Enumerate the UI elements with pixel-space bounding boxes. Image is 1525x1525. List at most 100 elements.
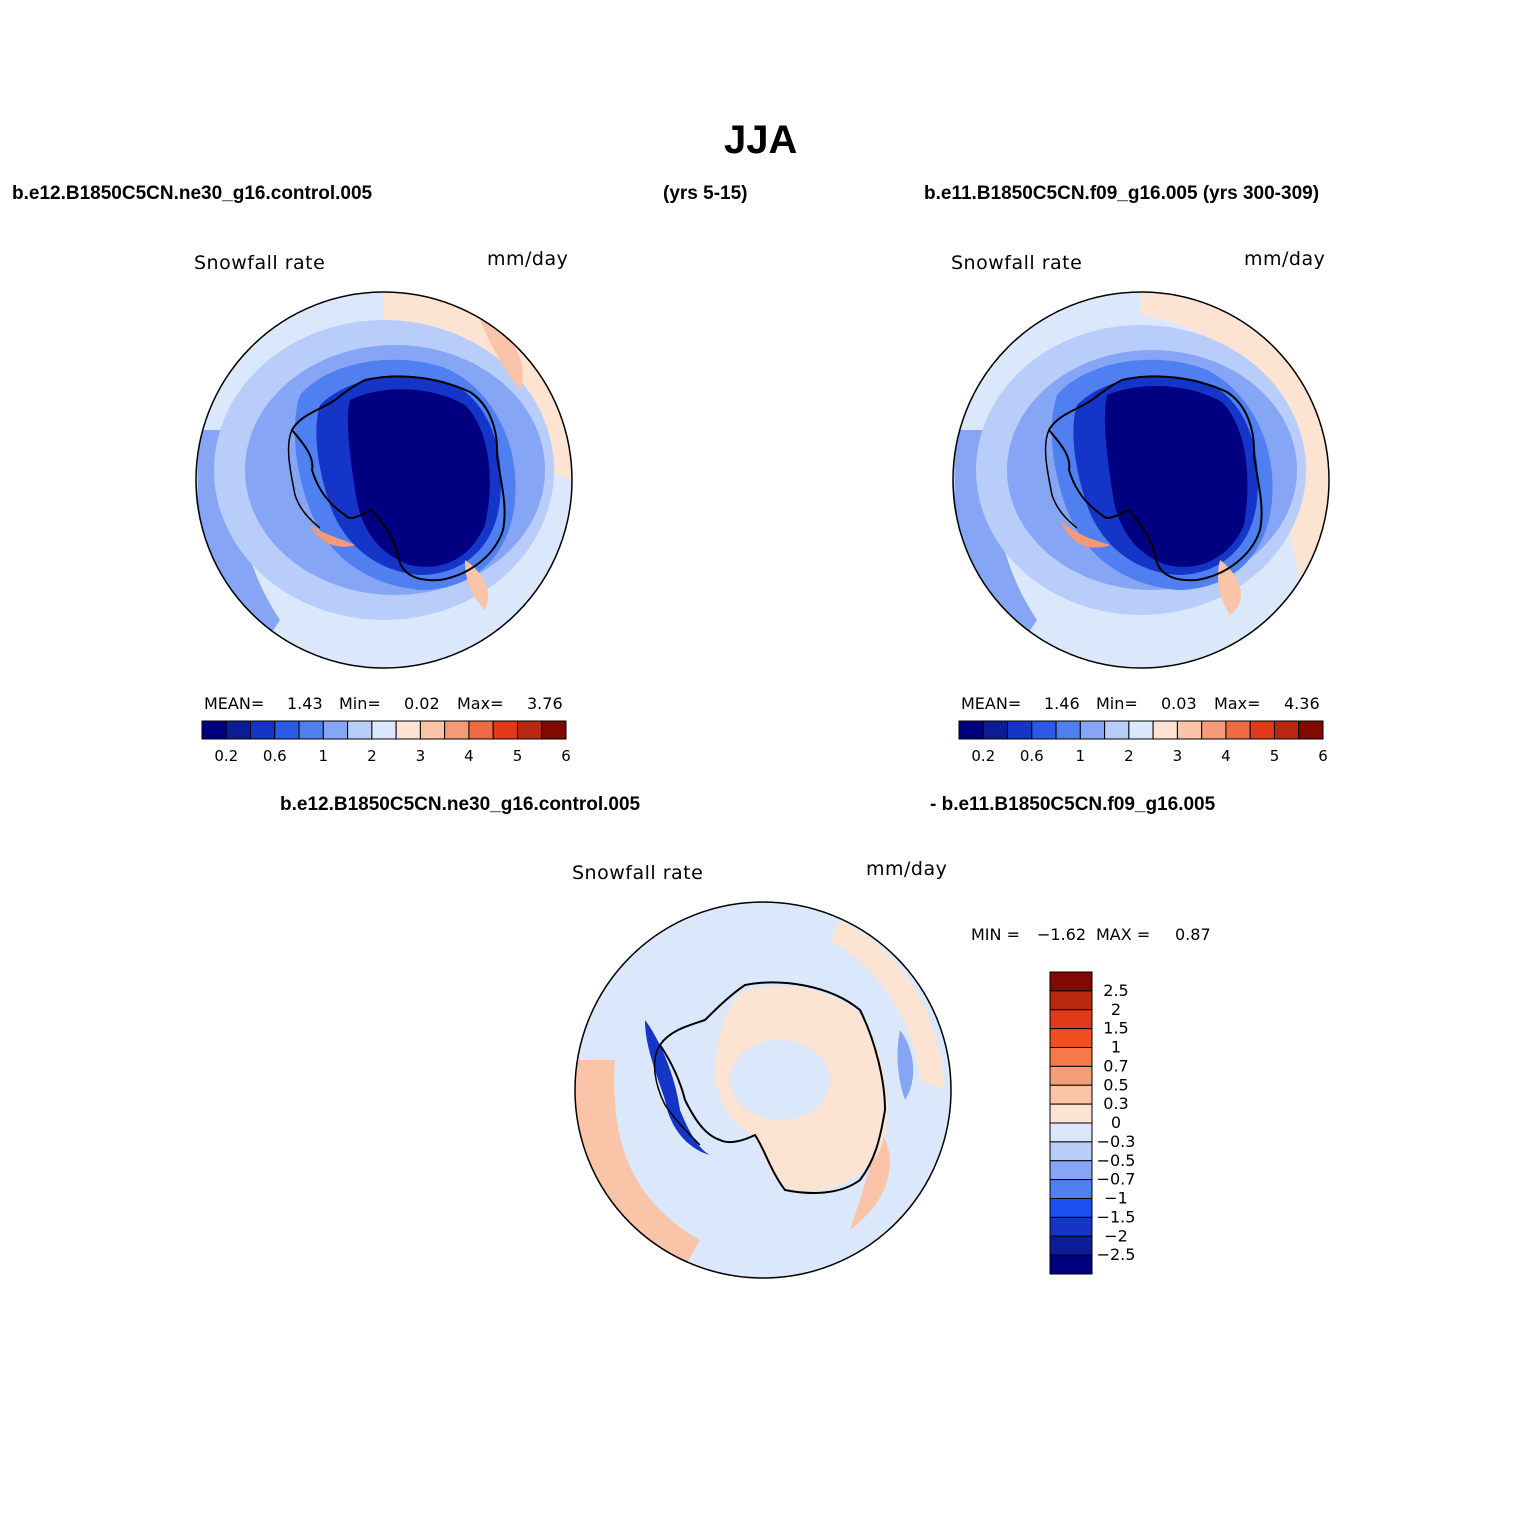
diff-map-border <box>574 901 952 1279</box>
diff-colorbar-tick-label: 1 <box>1111 1038 1121 1057</box>
panel1-min-label: Min= <box>339 694 381 713</box>
diff-colorbar-swatch <box>1049 971 1093 992</box>
diff-colorbar-tick-label: −2 <box>1104 1226 1128 1245</box>
diff-colorbar-tick-label: −0.3 <box>1097 1132 1136 1151</box>
panel2-colorbar-swatch <box>1128 720 1154 740</box>
panel2-min-label: Min= <box>1096 694 1138 713</box>
panel2-colorbar-swatch <box>1273 720 1300 740</box>
panel1-min: 0.02 <box>404 694 440 713</box>
panel1-variable: Snowfall rate <box>194 252 326 274</box>
panel2-mean: 1.46 <box>1044 694 1080 713</box>
panel1-colorbar-swatch <box>322 720 349 740</box>
diff-colorbar: 2.521.510.70.50.30−0.3−0.5−0.7−1−1.5−2−2… <box>1049 971 1136 1275</box>
panel2-map <box>953 292 1329 668</box>
panel1-mean: 1.43 <box>287 694 323 713</box>
panel2-colorbar-swatch <box>958 720 984 740</box>
panel1-map-border <box>195 291 573 669</box>
panel1-colorbar: 0.2 0.6 1 2 3 4 5 6 <box>201 720 571 765</box>
diff-colorbar-tick-label: 1.5 <box>1103 1019 1128 1038</box>
panel1-colorbar-swatch <box>225 720 252 740</box>
diff-variable: Snowfall rate <box>572 862 704 884</box>
diff-map <box>575 902 951 1278</box>
panel2-max-label: Max= <box>1214 694 1261 713</box>
panel2-colorbar-tick-label: 0.6 <box>1020 747 1044 765</box>
diff-max: 0.87 <box>1175 925 1211 944</box>
diff-colorbar-swatch <box>1049 1009 1093 1030</box>
panel1-colorbar-tick-label: 0.2 <box>214 747 238 765</box>
panel2-units: mm/day <box>1244 248 1326 270</box>
panel1-colorbar-swatch <box>492 720 518 740</box>
panel1-colorbar-tick-label: 6 <box>561 747 571 765</box>
panel2-colorbar-swatch <box>1007 720 1033 740</box>
diff-label-left: b.e12.B1850C5CN.ne30_g16.control.005 <box>280 794 641 815</box>
panel2-max: 4.36 <box>1284 694 1320 713</box>
panel1-colorbar-swatch <box>516 720 543 740</box>
panel2-colorbar-swatch <box>1201 720 1227 740</box>
panel1-colorbar-swatch <box>419 720 446 740</box>
panel1-colorbar-swatch <box>201 720 227 740</box>
diff-colorbar-swatch <box>1049 1160 1093 1181</box>
diff-min: −1.62 <box>1037 925 1087 944</box>
panel2-mean-label: MEAN= <box>961 694 1022 713</box>
diff-colorbar-tick-label: 0 <box>1111 1113 1121 1132</box>
diff-colorbar-tick-label: −0.5 <box>1097 1151 1136 1170</box>
panel2-colorbar-swatch <box>1176 720 1203 740</box>
diff-colorbar-swatch <box>1049 1235 1093 1256</box>
panel1-mean-label: MEAN= <box>204 694 265 713</box>
panel2-colorbar-swatch <box>1031 720 1057 740</box>
diff-colorbar-swatch <box>1049 1047 1093 1067</box>
panel2-colorbar-swatch <box>1104 720 1130 740</box>
panel1-max: 3.76 <box>527 694 563 713</box>
panel2-colorbar-tick-label: 3 <box>1173 747 1183 765</box>
case1-name: b.e12.B1850C5CN.ne30_g16.control.005 <box>12 183 373 204</box>
panel1-colorbar-swatch <box>274 720 300 740</box>
panel2-variable: Snowfall rate <box>951 252 1083 274</box>
panel2-colorbar-swatch <box>1298 720 1324 740</box>
panel2-colorbar-swatch <box>1152 720 1178 740</box>
diff-colorbar-swatch <box>1049 1065 1093 1086</box>
diff-min-label: MIN = <box>971 925 1020 944</box>
panel1-colorbar-tick-label: 2 <box>367 747 377 765</box>
diff-colorbar-swatch <box>1049 1141 1093 1162</box>
panel2-colorbar-swatch <box>1249 720 1275 740</box>
panel1-colorbar-swatch <box>371 720 397 740</box>
panel1-colorbar-swatch <box>395 720 421 740</box>
diff-colorbar-swatch <box>1049 1254 1093 1275</box>
panel1-units: mm/day <box>487 248 569 270</box>
panel1-map <box>196 292 572 668</box>
panel1-colorbar-swatch <box>541 720 567 740</box>
diff-max-label: MAX = <box>1096 925 1151 944</box>
diff-colorbar-swatch <box>1049 990 1093 1011</box>
panel1-colorbar-tick-label: 5 <box>513 747 523 765</box>
diff-colorbar-tick-label: −1.5 <box>1097 1207 1136 1226</box>
diff-colorbar-swatch <box>1049 1122 1093 1143</box>
panel1-colorbar-swatch <box>250 720 276 740</box>
panel1-max-label: Max= <box>457 694 504 713</box>
case1-years: (yrs 5-15) <box>663 183 748 204</box>
panel2-colorbar-tick-label: 4 <box>1221 747 1231 765</box>
diff-colorbar-tick-label: 0.3 <box>1103 1094 1128 1113</box>
panel2-colorbar-swatch <box>1055 720 1081 740</box>
panel2-min: 0.03 <box>1161 694 1197 713</box>
panel1-colorbar-tick-label: 0.6 <box>263 747 287 765</box>
panel2-colorbar-tick-label: 0.2 <box>971 747 995 765</box>
diff-label-right: - b.e11.B1850C5CN.f09_g16.005 <box>930 794 1216 815</box>
panel1-colorbar-tick-label: 3 <box>416 747 426 765</box>
panel1-colorbar-swatch <box>444 720 470 740</box>
case2-name: b.e11.B1850C5CN.f09_g16.005 (yrs 300-309… <box>924 183 1320 204</box>
panel2-colorbar: 0.2 0.6 1 2 3 4 5 6 <box>958 720 1328 765</box>
panel1-colorbar-tick-label: 1 <box>319 747 329 765</box>
panel2-colorbar-tick-label: 1 <box>1076 747 1086 765</box>
panel1-colorbar-swatch <box>468 720 494 740</box>
diff-colorbar-tick-label: 0.5 <box>1103 1075 1128 1094</box>
diff-colorbar-swatch <box>1049 1198 1093 1218</box>
diff-colorbar-tick-label: −1 <box>1104 1189 1128 1208</box>
diff-colorbar-tick-label: 0.7 <box>1103 1056 1128 1075</box>
panel1-colorbar-swatch <box>347 720 373 740</box>
diff-colorbar-swatch <box>1049 1179 1093 1199</box>
diff-colorbar-tick-label: −0.7 <box>1097 1170 1136 1189</box>
panel1-colorbar-tick-label: 4 <box>464 747 474 765</box>
diff-colorbar-swatch <box>1049 1028 1093 1048</box>
diff-colorbar-swatch <box>1049 1084 1093 1105</box>
